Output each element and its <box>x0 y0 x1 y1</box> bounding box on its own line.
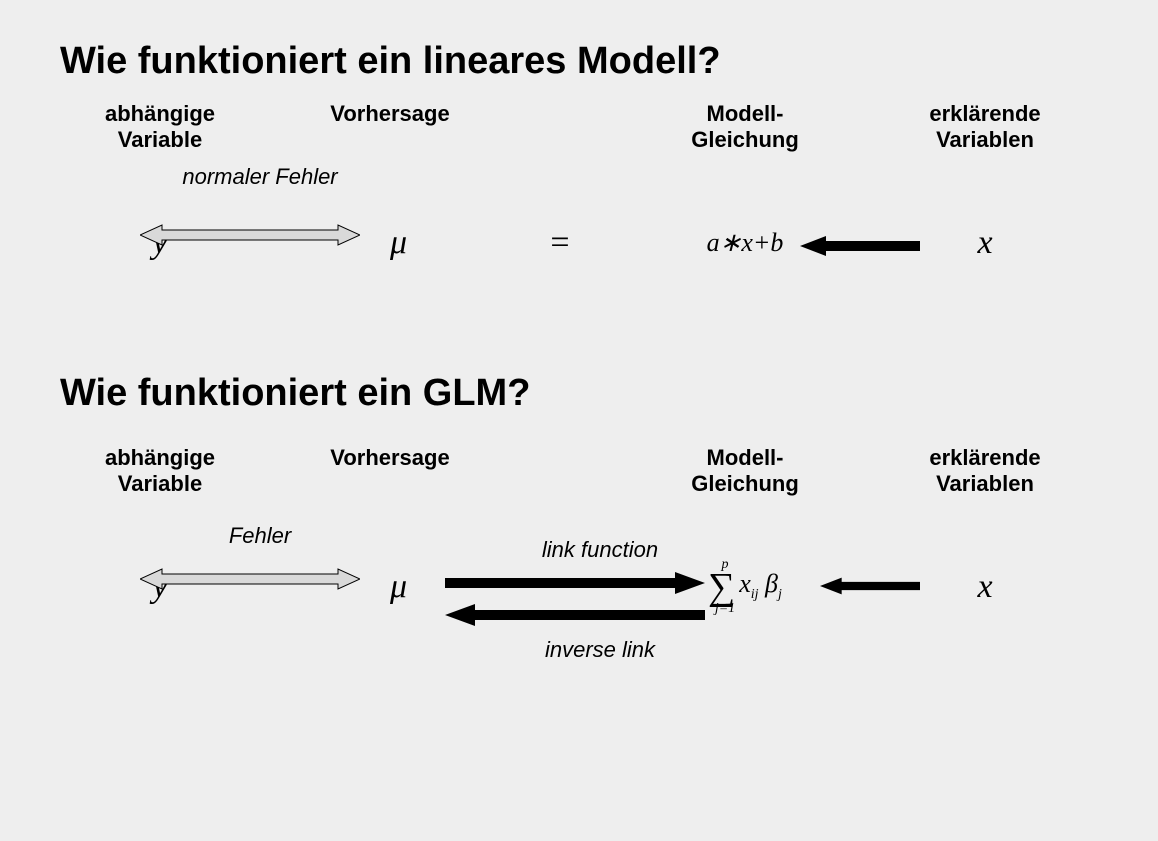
symbol-mu-2: μ <box>390 568 407 606</box>
symbol-mu-1: μ <box>390 224 407 262</box>
sigma-symbol: ∑ <box>708 570 735 604</box>
header-dependent-1: abhängige Variable <box>105 101 215 154</box>
symbol-x-2: x <box>977 568 992 606</box>
section2-diagram: y Fehler μ link function <box>60 558 1098 616</box>
formula-linear: a∗x+b <box>707 228 784 258</box>
inverse-link-label: inverse link <box>470 637 730 663</box>
arrow-y-mu-2 <box>140 566 360 592</box>
error-label-1: normaler Fehler <box>150 164 370 190</box>
header-explanatory-2: erklärende Variablen <box>929 445 1040 498</box>
header-prediction-2: Vorhersage <box>330 445 449 471</box>
arrow-y-mu-1 <box>140 222 360 248</box>
section1-title: Wie funktioniert ein lineares Modell? <box>60 40 1098 83</box>
sum-body: xij βj <box>739 571 782 602</box>
section1-diagram: y normaler Fehler μ = a∗x+b x <box>60 224 1098 262</box>
section2-title: Wie funktioniert ein GLM? <box>60 372 1098 415</box>
header-dependent-2: abhängige Variable <box>105 445 215 498</box>
header-prediction-1: Vorhersage <box>330 101 449 127</box>
symbol-x-1: x <box>977 224 992 262</box>
header-model-eq-1: Modell- Gleichung <box>691 101 799 154</box>
header-model-eq-2: Modell- Gleichung <box>691 445 799 498</box>
sum-formula: p ∑ xij βj j=1 <box>708 558 782 616</box>
header-explanatory-1: erklärende Variablen <box>929 101 1040 154</box>
section1-headers: abhängige Variable Vorhersage Modell- Gl… <box>60 101 1098 154</box>
sum-lower: j=1 <box>668 602 782 616</box>
section2-headers: abhängige Variable Vorhersage Modell- Gl… <box>60 445 1098 498</box>
equals-sign-1: = <box>550 224 569 262</box>
error-label-2: Fehler <box>150 523 370 549</box>
section2: Wie funktioniert ein GLM? abhängige Vari… <box>60 372 1098 616</box>
page: Wie funktioniert ein lineares Modell? ab… <box>0 0 1158 841</box>
